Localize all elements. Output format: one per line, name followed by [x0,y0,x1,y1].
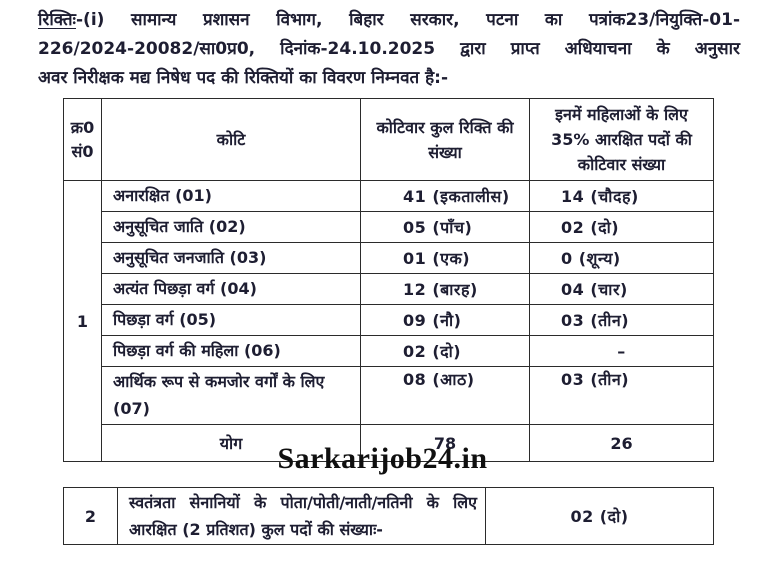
total-row-label: योग [101,424,361,462]
header-women-reserved: इनमें महिलाओं के लिए 35% आरक्षित पदों की… [529,98,714,181]
women-cell: 04 (चार) [529,273,714,305]
table-row: अत्यंत पिछड़ा वर्ग (04) 12 (बारह) 04 (चा… [64,273,714,305]
header-category: कोटि [101,98,361,181]
freedom-fighter-table: 2 स्वतंत्रता सेनानियों के पोता/पोती/नाती… [63,487,714,545]
category-cell: अनुसूचित जनजाति (03) [101,242,361,274]
vacancy-table: क्र0 सं0 कोटि कोटिवार कुल रिक्ति की संख्… [63,98,714,462]
women-cell: – [529,335,714,367]
table-row: 2 स्वतंत्रता सेनानियों के पोता/पोती/नाती… [63,487,714,545]
description-cell: स्वतंत्रता सेनानियों के पोता/पोती/नाती/न… [117,487,486,545]
table-row: अनुसूचित जनजाति (03) 01 (एक) 0 (शून्य) [64,242,714,274]
total-cell: 09 (नौ) [360,304,530,336]
intro-line-1: रिक्तिः-(i) सामान्य प्रशासन विभाग, बिहार… [38,6,740,35]
total-row: योग 78 26 [64,424,714,462]
category-cell: अनुसूचित जाति (02) [101,211,361,243]
category-cell: आर्थिक रूप से कमजोर वर्गों के लिए (07) [101,366,361,425]
women-cell: 14 (चौदह) [529,180,714,212]
total-cell: 41 (इकतालीस) [360,180,530,212]
serial-number-cell: 2 [63,487,118,545]
underlined-term: रिक्तिः [38,10,76,30]
table-row: 1 अनारक्षित (01) 41 (इकतालीस) 14 (चौदह) [63,180,714,462]
women-cell: 03 (तीन) [529,304,714,336]
total-cell: 01 (एक) [360,242,530,274]
total-cell: 02 (दो) [360,335,530,367]
table-row: पिछड़ा वर्ग की महिला (06) 02 (दो) – [64,335,714,367]
serial-number-cell: 1 [63,180,102,462]
total-cell: 08 (आठ) [360,366,530,425]
header-total-vacancies: कोटिवार कुल रिक्ति की संख्या [360,98,530,181]
header-serial-line1: क्र0 [70,117,95,137]
freedom-fighter-table-container: 2 स्वतंत्रता सेनानियों के पोता/पोती/नाती… [63,487,714,545]
women-cell: 0 (शून्य) [529,242,714,274]
women-cell: 02 (दो) [529,211,714,243]
table-row: अनुसूचित जाति (02) 05 (पाँच) 02 (दो) [64,211,714,243]
header-serial: क्र0 सं0 [63,98,102,181]
intro-paragraph: रिक्तिः-(i) सामान्य प्रशासन विभाग, बिहार… [38,6,740,93]
total-cell: 12 (बारह) [360,273,530,305]
category-cell: पिछड़ा वर्ग (05) [101,304,361,336]
women-cell: 03 (तीन) [529,366,714,425]
value-cell: 02 (दो) [485,487,714,545]
category-cell: अनारक्षित (01) [101,180,361,212]
intro-line-2: 226/2024-20082/सा0प्र0, दिनांक-24.10.202… [38,39,740,59]
vacancy-table-header-row: क्र0 सं0 कोटि कोटिवार कुल रिक्ति की संख्… [63,98,714,181]
header-serial-line2: सं0 [71,141,94,161]
intro-line-1-rest: -(i) सामान्य प्रशासन विभाग, बिहार सरकार,… [76,10,740,30]
category-cell: अत्यंत पिछड़ा वर्ग (04) [101,273,361,305]
intro-line-3: अवर निरीक्षक मद्य निषेध पद की रिक्तियों … [38,68,449,88]
table-row: पिछड़ा वर्ग (05) 09 (नौ) 03 (तीन) [64,304,714,336]
vacancy-table-container: क्र0 सं0 कोटि कोटिवार कुल रिक्ति की संख्… [63,98,714,462]
table-row: आर्थिक रूप से कमजोर वर्गों के लिए (07) 0… [64,366,714,425]
total-row-women: 26 [529,424,714,462]
category-cell: पिछड़ा वर्ग की महिला (06) [101,335,361,367]
total-cell: 05 (पाँच) [360,211,530,243]
total-row-total: 78 [360,424,530,462]
site-watermark: Sarkarijob24.in [277,442,488,475]
